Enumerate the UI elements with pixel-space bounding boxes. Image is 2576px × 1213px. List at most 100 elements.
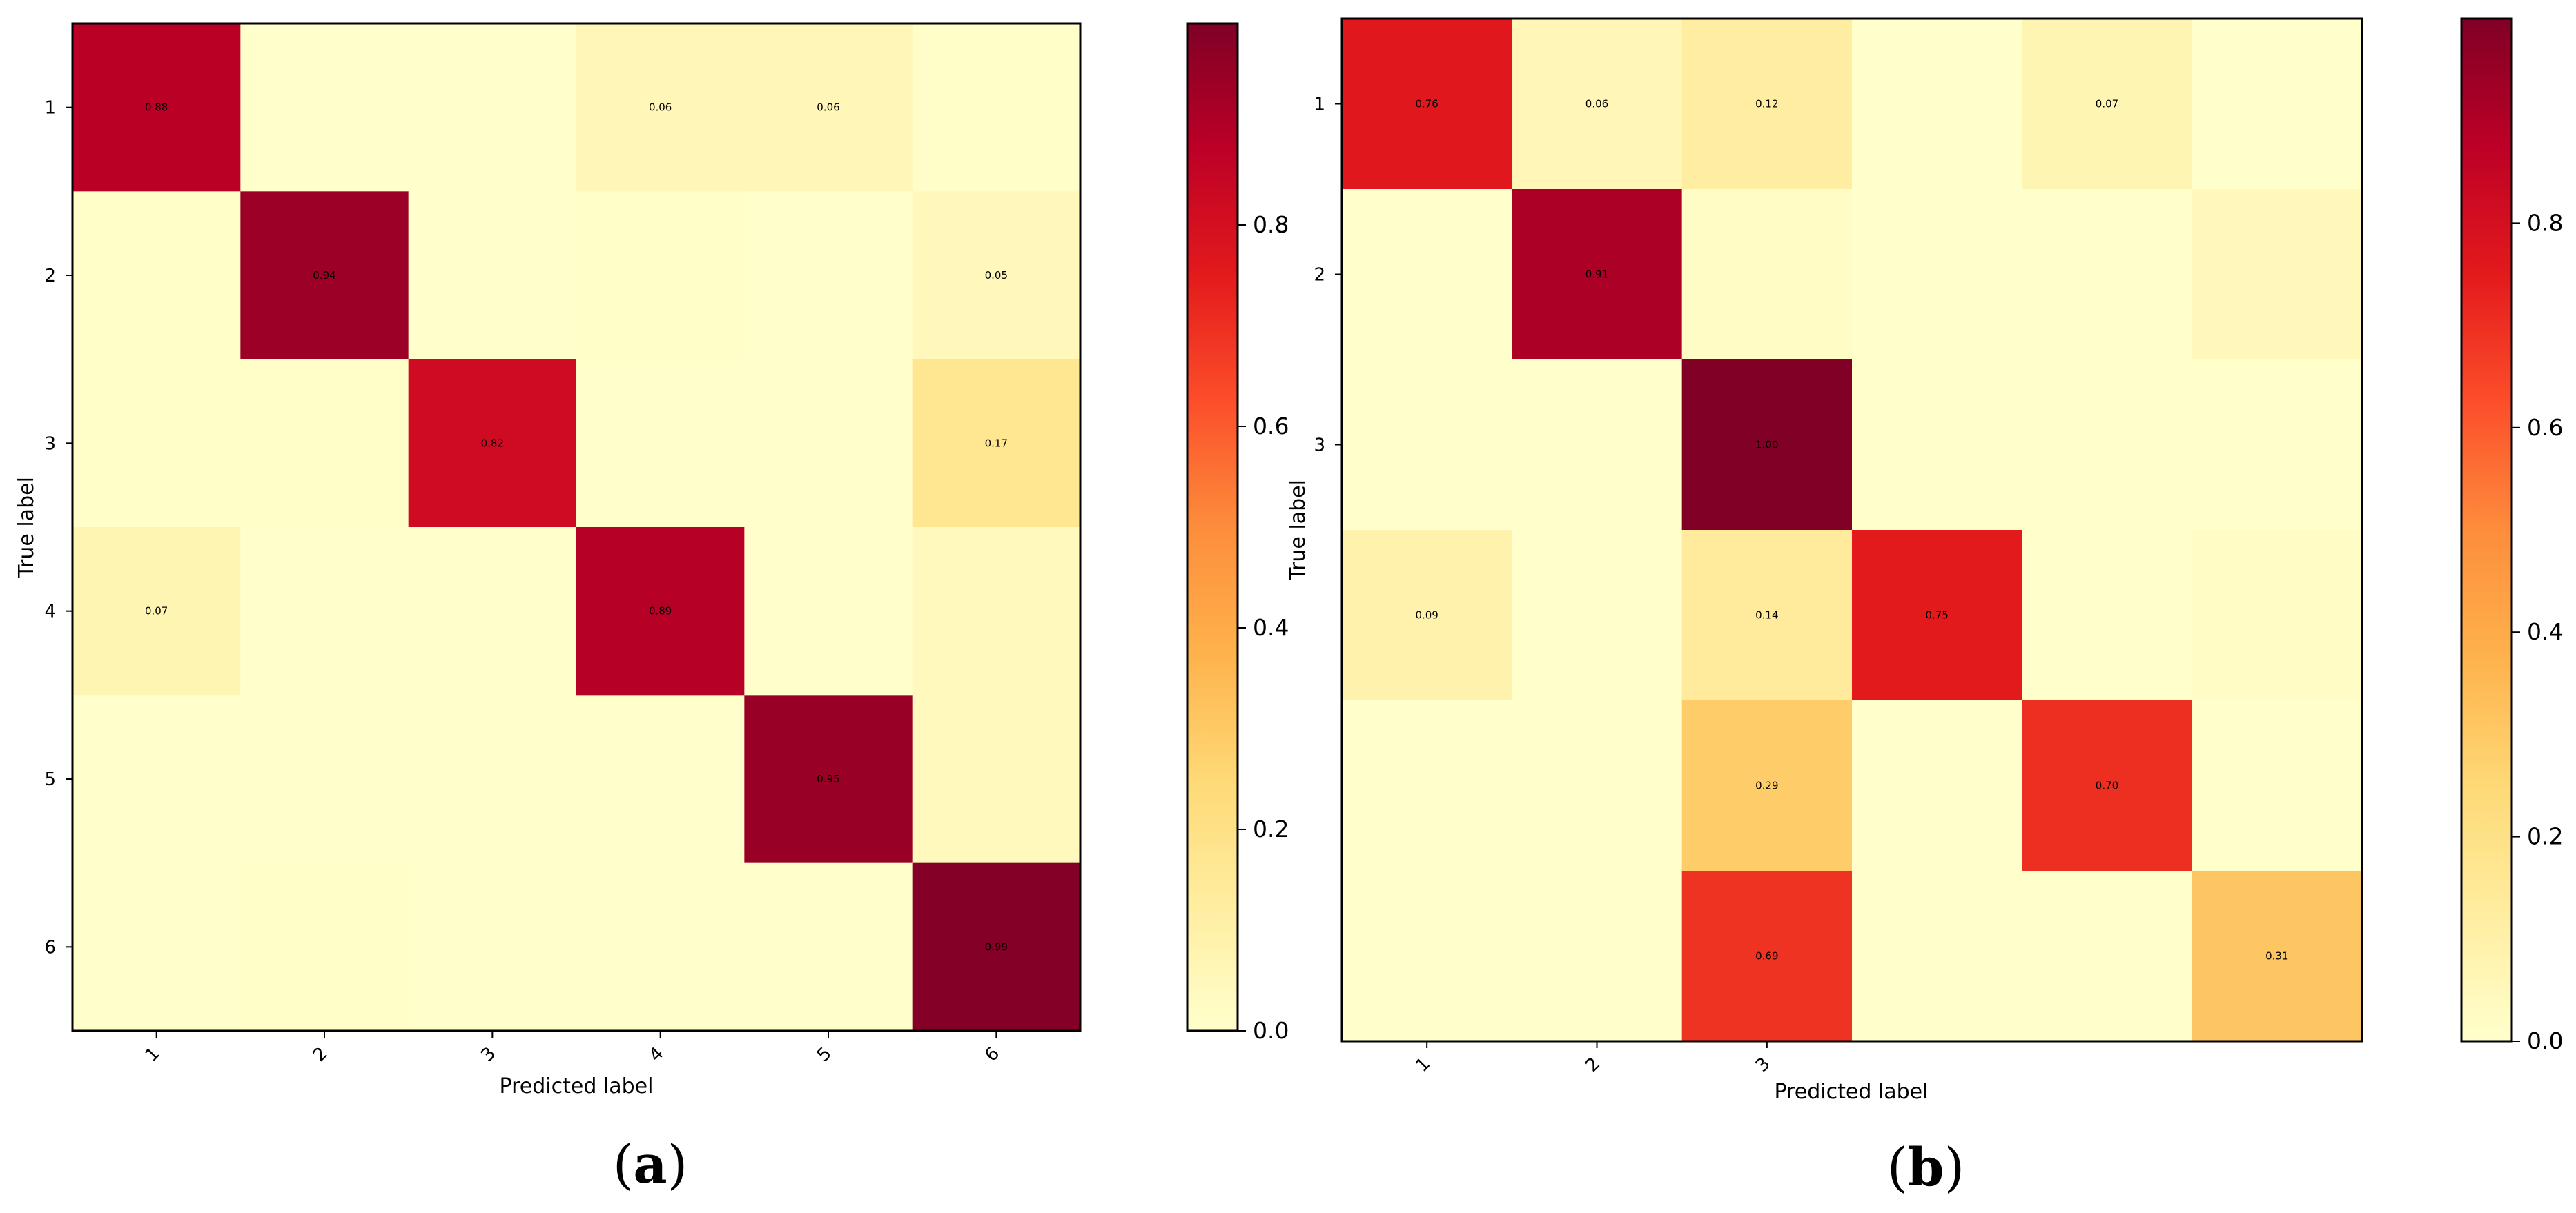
colorbar-tick-label: 0.8	[2527, 209, 2563, 236]
cell-value-label: 0.76	[1415, 98, 1438, 110]
heatmap-cell	[1512, 189, 1683, 360]
y-tick-label: 6	[44, 937, 56, 958]
cell-value-label: 0.06	[649, 101, 672, 114]
colorbar-tick-label: 0.6	[2527, 414, 2563, 441]
heatmap-cell	[1512, 359, 1683, 531]
heatmap-cell	[744, 695, 913, 864]
heatmap-cell	[576, 695, 745, 864]
heatmap-cell	[912, 695, 1081, 864]
heatmap-cell	[576, 191, 745, 360]
heatmap-cell	[408, 695, 577, 864]
y-tick-label: 3	[44, 433, 56, 454]
colorbar-tick-label: 0.2	[2527, 823, 2563, 850]
heatmap-cell	[744, 359, 913, 528]
heatmap-cell	[72, 23, 241, 192]
heatmap-cells-b: 0.76 0.06 0.12 0.07 0.91 1.00 0.09 0.14 0.75 0.29…	[1342, 19, 2363, 1042]
heatmap-cell	[744, 23, 913, 192]
y-tick-label: 3	[1314, 435, 1325, 456]
heatmap-cell	[2022, 359, 2193, 531]
cell-value-label: 0.29	[1755, 780, 1778, 792]
heatmap-cell	[1342, 189, 1512, 360]
heatmap-cell	[1681, 19, 1853, 190]
heatmap-cell	[240, 695, 409, 864]
plot-frame-b	[1340, 17, 2363, 1043]
cell-value-label: 0.94	[313, 269, 335, 282]
heatmap-cell	[240, 527, 409, 696]
x-tick-label: 1	[1412, 1054, 1434, 1076]
y-tick-label: 5	[44, 769, 56, 790]
heatmap-cell	[1512, 871, 1683, 1042]
cell-value-label: 1.00	[1755, 439, 1778, 451]
heatmap-cell	[1681, 700, 1853, 871]
y-tick-label: 2	[1314, 265, 1325, 286]
colorbar-ticks-b: 0.0 0.2 0.4 0.6 0.8	[2512, 209, 2563, 1054]
heatmap-cell	[576, 862, 745, 1032]
heatmap-cell	[744, 862, 913, 1032]
x-tick-label: 4	[645, 1043, 668, 1066]
heatmap-cell	[240, 191, 409, 360]
heatmap-cell	[576, 527, 745, 696]
heatmap-cell	[2192, 359, 2363, 531]
y-tick-label: 1	[1314, 95, 1325, 115]
cell-value-label: 0.09	[1415, 609, 1438, 622]
cell-value-label: 0.31	[2265, 950, 2288, 963]
heatmap-cell	[912, 527, 1081, 696]
heatmap-cell	[912, 191, 1081, 360]
heatmap-cell	[1681, 871, 1853, 1042]
cell-value-label: 0.06	[1585, 98, 1608, 110]
cell-value-label: 0.95	[817, 773, 839, 785]
colorbar-tick-label: 0.8	[1253, 211, 1289, 238]
heatmap-cell	[2192, 189, 2363, 360]
heatmap-cell	[1512, 530, 1683, 701]
caption-b: (b)	[1887, 1136, 1964, 1198]
cell-value-label: 0.05	[985, 269, 1008, 282]
colorbar-ticks-a: 0.0 0.2 0.4 0.6 0.8	[1238, 211, 1289, 1044]
colorbar-tick-label: 0.0	[2527, 1027, 2563, 1054]
heatmap-cell	[2192, 871, 2363, 1042]
y-axis-label-a: True label	[14, 477, 39, 578]
cell-value-label: 0.91	[1585, 268, 1608, 281]
x-axis-label-b: Predicted label	[1775, 1080, 1929, 1104]
x-tick-label: 2	[309, 1043, 332, 1066]
colorbar-a	[1186, 22, 1239, 1032]
heatmap-cell	[1342, 530, 1512, 701]
colorbar-b	[2460, 17, 2513, 1043]
y-ticks-b: 1 2 3	[1314, 95, 1342, 456]
heatmap-cell	[1512, 700, 1683, 871]
heatmap-cell	[576, 23, 745, 192]
cell-value-label: 0.12	[1755, 98, 1778, 110]
x-tick-label: 3	[1752, 1054, 1775, 1076]
x-tick-label: 6	[981, 1043, 1004, 1066]
heatmap-cell	[72, 191, 241, 360]
heatmap-cell	[2022, 700, 2193, 871]
colorbar-tick-label: 0.6	[1253, 413, 1289, 440]
heatmap-cell	[1852, 530, 2022, 701]
y-ticks-a: 1 2 3 4 5 6	[44, 98, 72, 958]
heatmap-cell	[2022, 530, 2193, 701]
colorbar-tick-label: 0.4	[1253, 614, 1289, 641]
heatmap-cell	[408, 359, 577, 528]
colorbar-tick-label: 0.2	[1253, 816, 1289, 842]
heatmap-cell	[408, 862, 577, 1032]
cell-value-label: 0.17	[985, 437, 1008, 449]
cell-value-label: 0.69	[1755, 950, 1778, 963]
x-ticks-b: 1 2 3	[1412, 1041, 1775, 1076]
heatmap-cell	[2022, 189, 2193, 360]
plot-frame-a	[71, 22, 1082, 1032]
heatmap-cell	[1342, 19, 1512, 190]
heatmap-cell	[912, 23, 1081, 192]
heatmap-cell	[408, 191, 577, 360]
heatmap-cell	[744, 527, 913, 696]
heatmap-cell	[912, 862, 1081, 1032]
cell-value-label: 0.75	[1925, 609, 1948, 622]
cell-value-label: 0.99	[985, 940, 1008, 953]
heatmap-cell	[408, 527, 577, 696]
heatmap-cell	[72, 695, 241, 864]
heatmap-cell	[2192, 19, 2363, 190]
cell-value-label: 0.07	[145, 605, 168, 618]
heatmap-cell	[240, 862, 409, 1032]
y-tick-label: 1	[44, 98, 56, 119]
heatmap-cell	[744, 191, 913, 360]
heatmap-cell	[1342, 359, 1512, 531]
heatmap-cell	[1852, 19, 2022, 190]
